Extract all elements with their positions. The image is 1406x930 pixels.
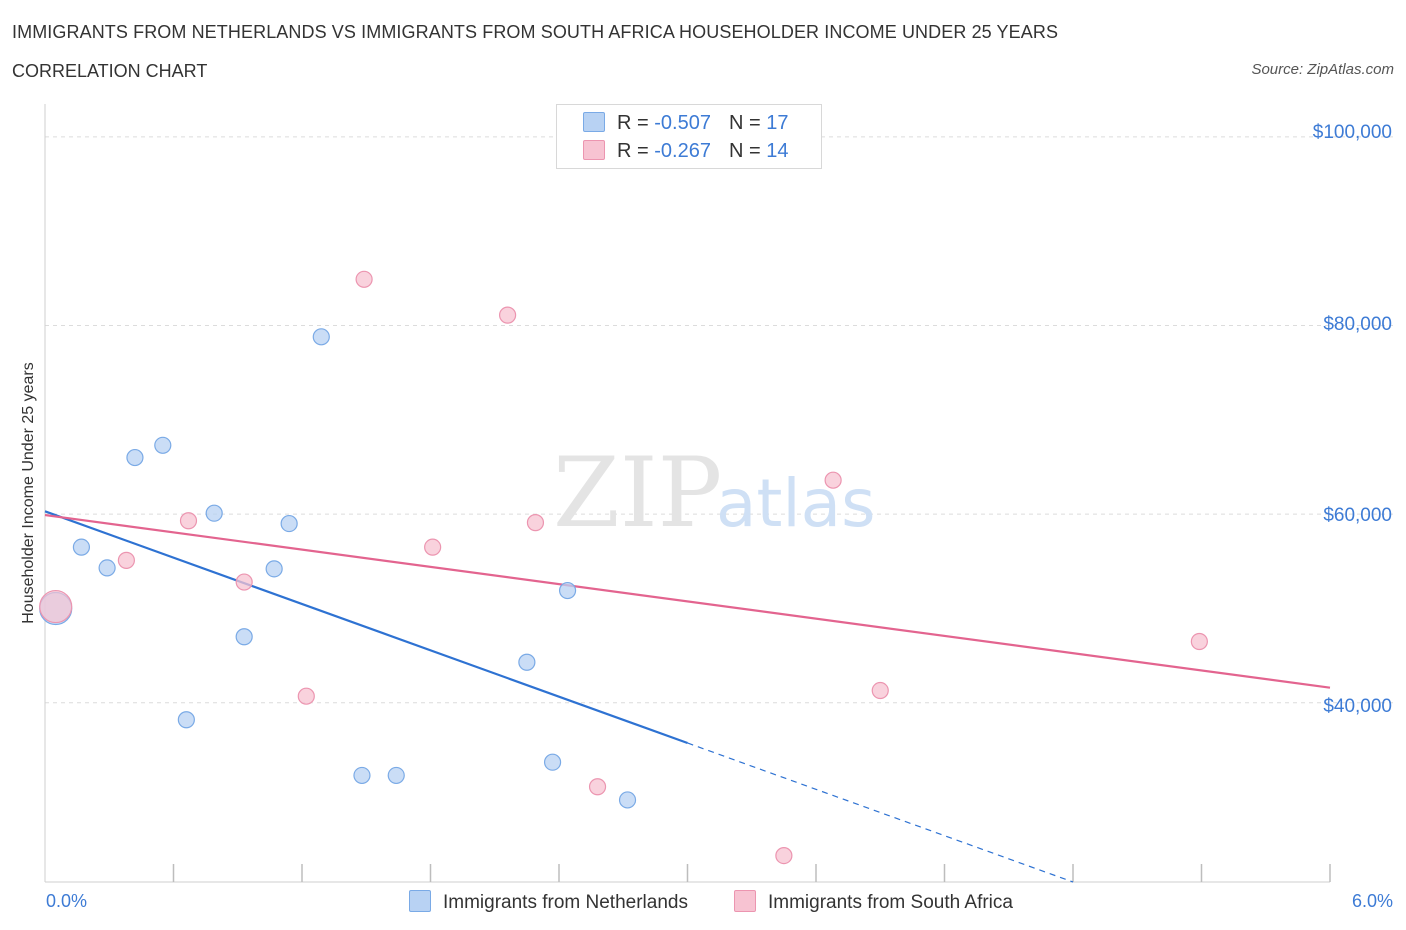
south-africa-point [499, 306, 517, 324]
y-tick-label: $60,000 [1323, 505, 1392, 526]
south-africa-trend-line [44, 514, 1331, 689]
source-credit: Source: ZipAtlas.com [1251, 61, 1394, 78]
netherlands-point [543, 753, 562, 771]
y-tick-label: $80,000 [1323, 314, 1392, 335]
netherlands-point [72, 538, 91, 556]
netherlands-point [205, 504, 223, 522]
south-africa-point [117, 551, 135, 569]
south-africa-legend-swatch [734, 890, 756, 912]
south-africa-swatch [583, 140, 605, 160]
netherlands-point [558, 581, 577, 600]
netherlands-point [126, 448, 144, 467]
netherlands-point [98, 559, 116, 577]
south-africa-point [39, 589, 73, 624]
south-africa-point [1190, 632, 1208, 651]
r-label: R = [617, 140, 649, 162]
netherlands-n-value: 17 [766, 112, 789, 134]
netherlands-swatch [583, 112, 605, 132]
south-africa-point [526, 514, 545, 532]
n-label: N = [728, 112, 761, 134]
netherlands-point [177, 711, 195, 729]
watermark-atlas: atlas [716, 465, 876, 542]
netherlands-point [312, 328, 330, 346]
south-africa-point [355, 270, 373, 288]
netherlands-legend-swatch [409, 890, 431, 912]
r-label: R = [617, 112, 649, 134]
netherlands-point [265, 560, 283, 578]
legend-item-netherlands[interactable]: Immigrants from Netherlands [409, 890, 688, 914]
netherlands-point [235, 628, 253, 646]
legend-label-south-africa: Immigrants from South Africa [768, 892, 1013, 913]
n-label: N = [728, 140, 761, 162]
watermark-zip: ZIP [553, 437, 722, 549]
legend-label-netherlands: Immigrants from Netherlands [443, 892, 688, 913]
netherlands-point [154, 436, 172, 454]
netherlands-point [280, 514, 298, 533]
south-africa-point [297, 687, 315, 705]
netherlands-r-value: -0.507 [654, 112, 711, 134]
gridlines [45, 136, 1394, 704]
south-africa-point [179, 512, 198, 530]
south-africa-n-value: 14 [766, 140, 789, 162]
watermark: ZIP atlas [553, 437, 876, 549]
x-tick-label-max: 6.0% [1351, 891, 1393, 911]
correlation-legend: R = -0.507 N = 17 R = -0.267 N = 14 [556, 104, 822, 169]
netherlands-point [618, 791, 637, 809]
netherlands-trend-extension [687, 742, 1074, 883]
netherlands-point [387, 766, 405, 785]
south-africa-point [235, 573, 253, 591]
x-axis-ticks [172, 864, 1331, 882]
netherlands-point [353, 766, 371, 785]
south-africa-point [824, 471, 842, 489]
legend-row-netherlands: R = -0.507 N = 17 [583, 112, 788, 135]
x-tick-label-min: 0.0% [46, 891, 88, 911]
south-africa-r-value: -0.267 [654, 140, 711, 162]
south-africa-point [424, 538, 442, 556]
legend-row-south-africa: R = -0.267 N = 14 [583, 140, 788, 163]
chart-title: IMMIGRANTS FROM NETHERLANDS VS IMMIGRANT… [12, 22, 1059, 42]
netherlands-trend-line [44, 510, 688, 745]
trend-lines [44, 510, 1331, 883]
chart-subtitle: CORRELATION CHART [12, 61, 208, 81]
y-tick-label: $40,000 [1323, 696, 1392, 717]
netherlands-point [518, 653, 536, 671]
y-tick-label: $100,000 [1312, 122, 1392, 143]
south-africa-point [588, 778, 607, 796]
data-points [39, 270, 1208, 865]
legend-item-south-africa[interactable]: Immigrants from South Africa [734, 890, 1013, 914]
south-africa-point [871, 681, 889, 700]
south-africa-point [775, 846, 793, 865]
